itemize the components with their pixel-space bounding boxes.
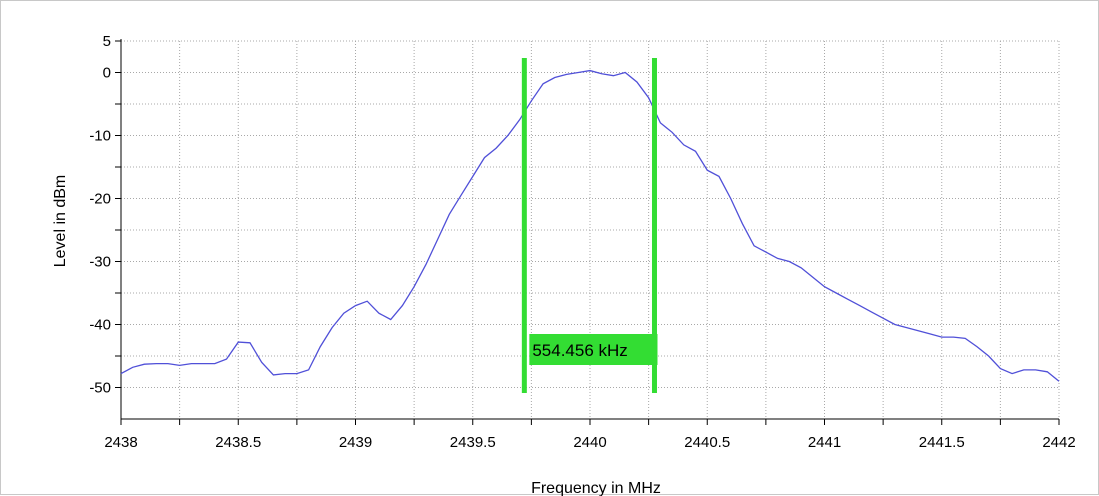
y-tick-label: -10	[89, 128, 111, 145]
x-tick-label: 2440	[573, 434, 606, 451]
y-tick-label: -30	[89, 254, 111, 271]
x-tick-label: 2438.5	[215, 434, 261, 451]
y-tick-label: -20	[89, 191, 111, 208]
bandwidth-label-box	[529, 334, 658, 365]
y-tick-label: 5	[103, 33, 111, 50]
x-tick-label: 2438	[104, 434, 137, 451]
bandwidth-label: 554.456 kHz	[532, 341, 627, 360]
x-axis-title: Frequency in MHz	[531, 480, 661, 496]
y-tick-label: -40	[89, 317, 111, 334]
x-tick-label: 2441.5	[919, 434, 965, 451]
x-tick-label: 2439	[339, 434, 372, 451]
x-tick-label: 2439.5	[450, 434, 496, 451]
y-axis-title: Level in dBm	[52, 175, 69, 268]
x-tick-label: 2440.5	[684, 434, 730, 451]
grid	[121, 40, 1060, 419]
axes: 5 0 -10 -20 -30 -40 -50 2438 2438.5 2439 2439.5 244…	[89, 33, 1075, 451]
spectrum-line	[120, 69, 1060, 382]
y-tick-label: 0	[103, 65, 111, 82]
series	[120, 69, 1060, 382]
x-tick-label: 2441	[808, 434, 841, 451]
bandwidth-markers[interactable]: 554.456 kHz	[521, 58, 658, 393]
x-tick-label: 2442	[1042, 434, 1075, 451]
y-tick-label: -50	[89, 380, 111, 397]
